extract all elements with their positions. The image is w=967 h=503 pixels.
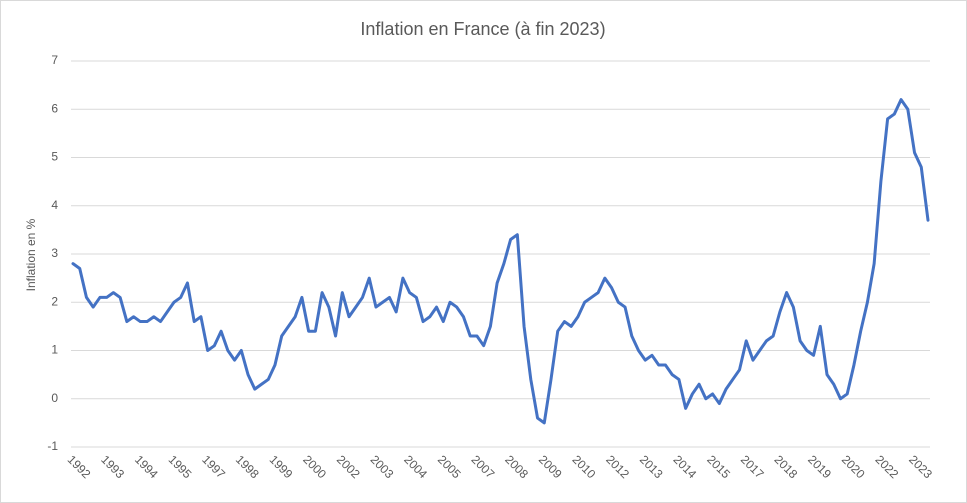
y-axis-label: Inflation en % xyxy=(24,218,38,291)
y-tick-label: 5 xyxy=(51,150,58,164)
chart-title: Inflation en France (à fin 2023) xyxy=(360,19,605,39)
line-series xyxy=(71,98,930,425)
y-tick-label: 7 xyxy=(51,53,58,67)
y-tick-label: -1 xyxy=(47,439,58,453)
y-tick-label: 1 xyxy=(51,343,58,357)
y-tick-label: 6 xyxy=(51,101,58,115)
y-tick-label: 3 xyxy=(51,246,58,260)
y-tick-label: 0 xyxy=(51,391,58,405)
y-tick-label: 4 xyxy=(51,198,58,212)
y-tick-label: 2 xyxy=(51,294,58,308)
